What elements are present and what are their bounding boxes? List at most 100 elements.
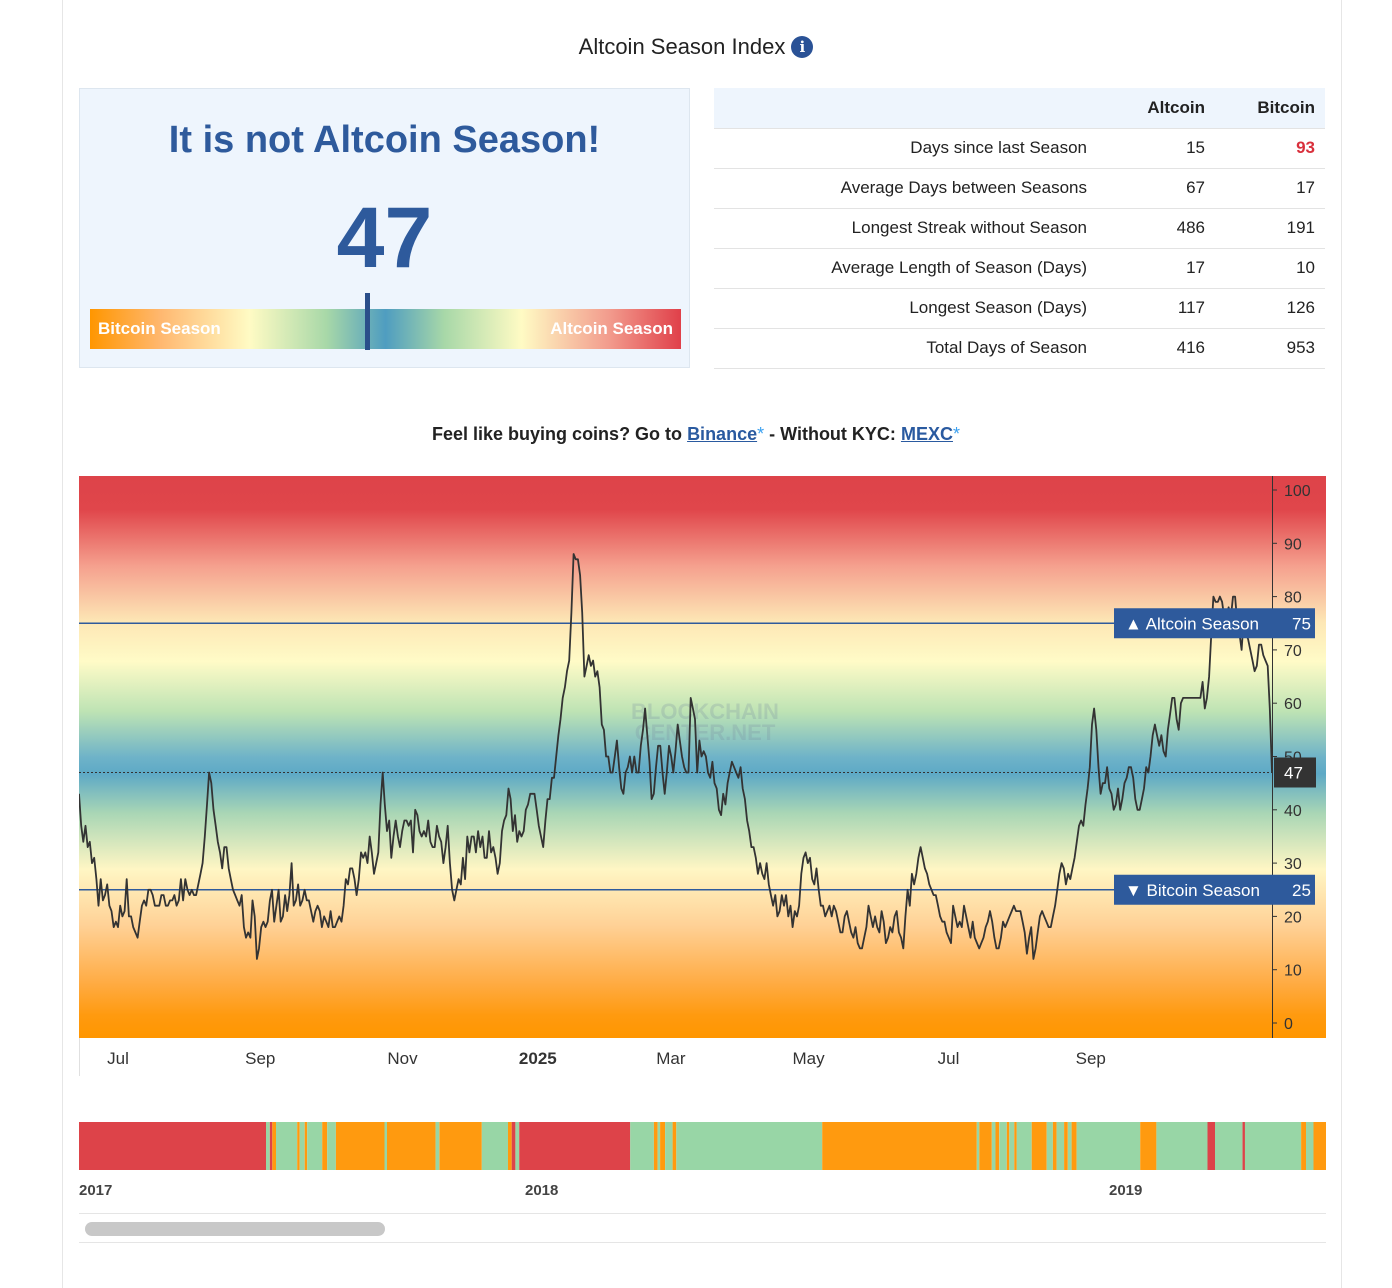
x-tick-label: Mar	[656, 1049, 686, 1068]
history-segment	[1215, 1122, 1243, 1170]
history-strip: 2017 2018 2019	[79, 1122, 1326, 1202]
history-segment	[999, 1122, 1007, 1170]
page-title: Altcoin Season Index	[578, 34, 786, 59]
index-value: 47	[336, 190, 433, 286]
history-segment	[508, 1122, 512, 1170]
history-segment	[1006, 1122, 1010, 1170]
history-segment	[269, 1122, 273, 1170]
history-segment	[387, 1122, 436, 1170]
stats-header-bitcoin: Bitcoin	[1215, 88, 1325, 128]
history-segment	[1014, 1122, 1017, 1170]
mexc-link[interactable]: MEXC	[900, 424, 953, 444]
threshold-label: ▲ Altcoin Season	[1125, 614, 1259, 633]
history-segment	[1052, 1122, 1057, 1170]
history-segment	[1071, 1122, 1077, 1170]
stats-row-label: Average Days between Seasons	[714, 167, 1105, 208]
stats-row-label: Total Days of Season	[714, 327, 1105, 369]
history-segment	[653, 1122, 658, 1170]
threshold-label: ▼ Bitcoin Season	[1125, 881, 1260, 900]
history-segment	[676, 1122, 823, 1170]
history-segment	[657, 1122, 661, 1170]
stats-bitcoin-value: 126	[1215, 287, 1325, 328]
history-segment	[511, 1122, 516, 1170]
x-tick-label: 2025	[519, 1049, 557, 1068]
history-segment	[304, 1122, 308, 1170]
history-segment	[322, 1122, 328, 1170]
stats-altcoin-value: 486	[1105, 207, 1215, 248]
history-segment	[995, 1122, 1000, 1170]
stats-bitcoin-value: 17	[1215, 167, 1325, 208]
binance-star: *	[757, 424, 765, 444]
history-segment	[327, 1122, 336, 1170]
index-chart: BLOCKCHAINCENTER.NET01020304050607080901…	[78, 476, 1326, 1076]
y-tick-label: 40	[1284, 803, 1302, 820]
stats-row: Total Days of Season 416 953	[714, 327, 1325, 369]
y-tick-label: 10	[1284, 963, 1302, 980]
history-year-label: 2018	[525, 1182, 558, 1199]
current-value-label: 47	[1284, 763, 1303, 782]
history-segment	[1009, 1122, 1015, 1170]
history-segment	[1076, 1122, 1141, 1170]
x-axis-area	[79, 1038, 1326, 1076]
stats-header-label	[714, 88, 1105, 128]
history-segment	[672, 1122, 677, 1170]
stats-row-label: Longest Streak without Season	[714, 207, 1105, 248]
stats-bitcoin-value: 953	[1215, 327, 1325, 369]
history-segment	[976, 1122, 980, 1170]
history-year-label: 2017	[79, 1182, 112, 1199]
history-scrollbar[interactable]	[79, 1213, 1326, 1243]
gauge-altcoin-label: Altcoin Season	[550, 319, 673, 338]
stats-bitcoin-value: 191	[1215, 207, 1325, 248]
history-segment	[481, 1122, 508, 1170]
info-icon[interactable]: i	[791, 36, 814, 58]
x-tick-label: Sep	[245, 1049, 275, 1068]
history-segment	[439, 1122, 482, 1170]
stats-bitcoin-value: 10	[1215, 247, 1325, 288]
chart-background	[79, 476, 1326, 1038]
history-segment	[1244, 1122, 1301, 1170]
current-value-badge	[1274, 757, 1316, 788]
x-tick-label: Sep	[1076, 1049, 1106, 1068]
history-segment	[79, 1122, 266, 1170]
stats-altcoin-value: 15	[1105, 127, 1215, 168]
history-segment	[1242, 1122, 1245, 1170]
x-tick-label: Jul	[107, 1049, 129, 1068]
page-frame	[62, 0, 1342, 1288]
season-stats-table: Altcoin Bitcoin Days since last Season 15…	[714, 88, 1325, 369]
stats-altcoin-value: 17	[1105, 247, 1215, 288]
binance-link[interactable]: Binance	[687, 424, 758, 444]
history-segment	[979, 1122, 992, 1170]
status-panel: It is not Altcoin Season! 47 Bitcoin Sea…	[79, 88, 690, 368]
history-segment	[272, 1122, 276, 1170]
stats-row-label: Longest Season (Days)	[714, 287, 1105, 328]
x-tick-label: May	[793, 1049, 826, 1068]
x-tick-label: Nov	[387, 1049, 418, 1068]
y-tick-label: 100	[1284, 483, 1311, 500]
history-segment	[1056, 1122, 1065, 1170]
history-segment	[1207, 1122, 1215, 1170]
history-segment	[299, 1122, 305, 1170]
history-segment	[1067, 1122, 1072, 1170]
stats-header-row: Altcoin Bitcoin	[714, 88, 1325, 128]
promo-line: Feel like buying coins? Go to Binance* -…	[0, 424, 1392, 445]
history-segment	[991, 1122, 996, 1170]
watermark-line-1: BLOCKCHAIN	[631, 699, 779, 724]
history-segment	[1140, 1122, 1157, 1170]
y-tick-label: 20	[1284, 909, 1302, 926]
history-segment	[519, 1122, 631, 1170]
history-segment	[297, 1122, 300, 1170]
history-segment	[1156, 1122, 1208, 1170]
page-title-row: Altcoin Season Index i	[0, 34, 1392, 60]
stats-row-label: Average Length of Season (Days)	[714, 247, 1105, 288]
scrollbar-thumb[interactable]	[85, 1222, 385, 1236]
stats-row: Longest Streak without Season 486 191	[714, 207, 1325, 248]
history-segment	[266, 1122, 270, 1170]
history-segment	[660, 1122, 666, 1170]
history-segment	[1301, 1122, 1307, 1170]
history-segment	[1064, 1122, 1068, 1170]
x-tick-label: Jul	[938, 1049, 960, 1068]
history-strip-svg: 2017 2018 2019	[79, 1122, 1326, 1199]
history-segment	[384, 1122, 387, 1170]
stats-row: Longest Season (Days) 117 126	[714, 287, 1325, 328]
history-segment	[435, 1122, 440, 1170]
